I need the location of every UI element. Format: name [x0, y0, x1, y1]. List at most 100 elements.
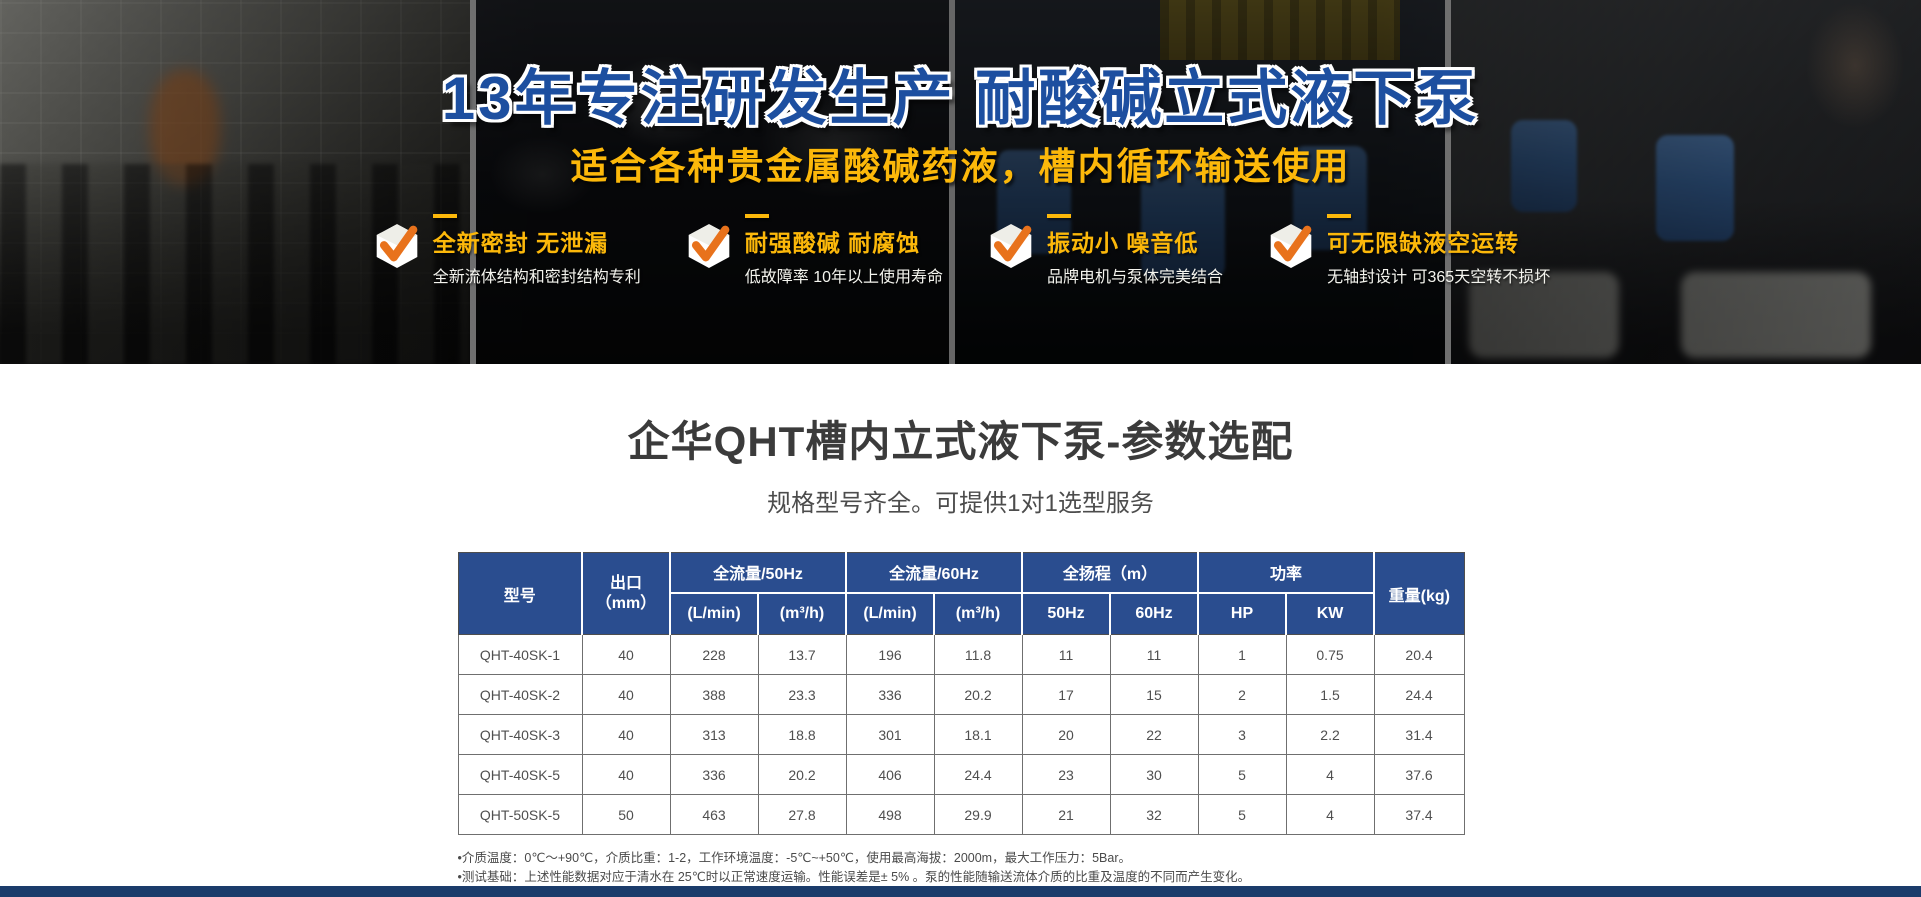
col-header-kw: KW — [1285, 591, 1376, 635]
table-cell: 24.4 — [1373, 674, 1465, 715]
col-header-outlet: 出口 （mm） — [581, 552, 671, 635]
col-header-model: 型号 — [457, 552, 583, 635]
table-cell: 31.4 — [1373, 714, 1465, 755]
model-cell: QHT-40SK-3 — [457, 714, 583, 755]
feature-title: 振动小 噪音低 — [1047, 230, 1199, 256]
check-cube-icon — [371, 220, 423, 277]
feature-dash — [432, 214, 457, 218]
table-cell: 406 — [845, 754, 935, 795]
table-cell: 4 — [1285, 794, 1375, 835]
col-header-flow60: 全流量/60Hz — [845, 552, 1023, 594]
table-cell: 2 — [1197, 674, 1287, 715]
table-cell: 18.8 — [757, 714, 847, 755]
table-cell: 336 — [669, 754, 759, 795]
section-subtitle: 规格型号齐全。可提供1对1选型服务 — [767, 490, 1154, 517]
table-cell: 40 — [581, 754, 671, 795]
feature-text: 振动小 噪音低 品牌电机与泵体完美结合 — [1047, 214, 1223, 287]
table-cell: 13.7 — [757, 634, 847, 675]
table-cell: 498 — [845, 794, 935, 835]
table-cell: 196 — [845, 634, 935, 675]
spec-table: 型号 出口 （mm） 全流量/50Hz 全流量/60Hz 全扬程（m） 功率 重… — [457, 552, 1465, 835]
table-cell: 336 — [845, 674, 935, 715]
spec-section: 企华QHT槽内立式液下泵-参数选配 规格型号齐全。可提供1对1选型服务 型号 出… — [0, 364, 1921, 886]
footer-bar — [0, 886, 1921, 897]
footnote-line: •测试基础：上述性能数据对应于清水在 25℃时以正常速度运输。性能误差是± 5%… — [457, 870, 1251, 885]
col-header-outlet-line2: （mm） — [595, 594, 657, 612]
table-cell: 5 — [1197, 754, 1287, 795]
table-cell: 32 — [1109, 794, 1199, 835]
footnotes: •介质温度：0℃～+90℃，介质比重：1-2，工作环境温度：-5℃~+50℃，使… — [458, 849, 1464, 888]
feature-item: 耐强酸碱 耐腐蚀 低故障率 10年以上使用寿命 — [683, 214, 943, 287]
model-cell: QHT-40SK-1 — [457, 634, 583, 675]
table-row: QHT-40SK-5 40 336 20.2 406 24.4 23 30 5 … — [457, 754, 1465, 795]
table-cell: 40 — [581, 674, 671, 715]
feature-text: 可无限缺液空运转 无轴封设计 可365天空转不损坏 — [1327, 214, 1550, 287]
table-cell: 50 — [581, 794, 671, 835]
col-header-lmin-50: (L/min) — [669, 591, 759, 635]
table-cell: 21 — [1021, 794, 1111, 835]
model-cell: QHT-40SK-5 — [457, 754, 583, 795]
col-header-hp: HP — [1197, 591, 1288, 635]
table-cell: 23 — [1021, 754, 1111, 795]
feature-item: 全新密封 无泄漏 全新流体结构和密封结构专利 — [371, 214, 641, 287]
check-cube-icon — [985, 220, 1037, 277]
banner-subtitle: 适合各种贵金属酸碱药液，槽内循环输送使用 — [570, 146, 1351, 187]
table-cell: 20 — [1021, 714, 1111, 755]
feature-title: 可无限缺液空运转 — [1327, 230, 1520, 256]
col-header-lmin-60: (L/min) — [845, 591, 935, 635]
table-cell: 40 — [581, 714, 671, 755]
table-cell: 17 — [1021, 674, 1111, 715]
feature-desc: 品牌电机与泵体完美结合 — [1047, 269, 1224, 286]
table-cell: 301 — [845, 714, 935, 755]
feature-text: 耐强酸碱 耐腐蚀 低故障率 10年以上使用寿命 — [744, 214, 944, 287]
feature-desc: 无轴封设计 可365天空转不损坏 — [1327, 269, 1551, 286]
feature-desc: 低故障率 10年以上使用寿命 — [744, 269, 944, 286]
col-header-50hz: 50Hz — [1021, 591, 1111, 635]
table-cell: 2.2 — [1285, 714, 1375, 755]
table-row: QHT-40SK-2 40 388 23.3 336 20.2 17 15 2 … — [457, 674, 1465, 715]
feature-title: 耐强酸碱 耐腐蚀 — [744, 230, 921, 256]
col-header-head: 全扬程（m） — [1020, 552, 1200, 594]
col-header-power: 功率 — [1197, 552, 1376, 594]
table-cell: 1.5 — [1285, 674, 1375, 715]
feature-dash — [1327, 214, 1352, 218]
hero-banner: 13年专注研发生产 耐酸碱立式液下泵 适合各种贵金属酸碱药液，槽内循环输送使用 … — [0, 0, 1921, 364]
feature-dash — [744, 214, 769, 218]
table-row: QHT-40SK-3 40 313 18.8 301 18.1 20 22 3 … — [457, 714, 1465, 755]
section-title: 企华QHT槽内立式液下泵-参数选配 — [627, 418, 1294, 465]
table-cell: 313 — [669, 714, 759, 755]
table-cell: 30 — [1109, 754, 1199, 795]
feature-list: 全新密封 无泄漏 全新流体结构和密封结构专利 耐强酸碱 耐腐蚀 低故障率 10年… — [0, 214, 1921, 287]
col-header-m3h-60: (m³/h) — [933, 591, 1023, 635]
table-cell: 37.6 — [1373, 754, 1465, 795]
table-cell: 22 — [1109, 714, 1199, 755]
header-row-2: (L/min) (m³/h) (L/min) (m³/h) 50Hz 60Hz … — [458, 591, 1464, 635]
feature-title: 全新密封 无泄漏 — [432, 230, 609, 256]
footnote-line: •介质温度：0℃～+90℃，介质比重：1-2，工作环境温度：-5℃~+50℃，使… — [457, 851, 1132, 865]
table-cell: 20.2 — [933, 674, 1023, 715]
feature-desc: 全新流体结构和密封结构专利 — [432, 269, 641, 286]
feature-text: 全新密封 无泄漏 全新流体结构和密封结构专利 — [432, 214, 641, 287]
table-cell: 20.2 — [757, 754, 847, 795]
table-row: QHT-40SK-1 40 228 13.7 196 11.8 11 11 1 … — [457, 634, 1465, 675]
table-cell: 11.8 — [933, 634, 1023, 675]
col-header-flow50: 全流量/50Hz — [669, 552, 847, 594]
table-cell: 40 — [581, 634, 671, 675]
col-header-outlet-line1: 出口 — [609, 574, 642, 592]
model-cell: QHT-50SK-5 — [457, 794, 583, 835]
table-cell: 11 — [1109, 634, 1199, 675]
table-cell: 15 — [1109, 674, 1199, 715]
table-cell: 388 — [669, 674, 759, 715]
table-cell: 463 — [669, 794, 759, 835]
table-cell: 23.3 — [757, 674, 847, 715]
table-cell: 11 — [1021, 634, 1111, 675]
table-cell: 5 — [1197, 794, 1287, 835]
col-header-m3h-50: (m³/h) — [757, 591, 847, 635]
table-cell: 3 — [1197, 714, 1287, 755]
table-cell: 37.4 — [1373, 794, 1465, 835]
model-cell: QHT-40SK-2 — [457, 674, 583, 715]
feature-dash — [1047, 214, 1072, 218]
table-cell: 1 — [1197, 634, 1287, 675]
check-cube-icon — [1265, 220, 1317, 277]
table-cell: 29.9 — [933, 794, 1023, 835]
